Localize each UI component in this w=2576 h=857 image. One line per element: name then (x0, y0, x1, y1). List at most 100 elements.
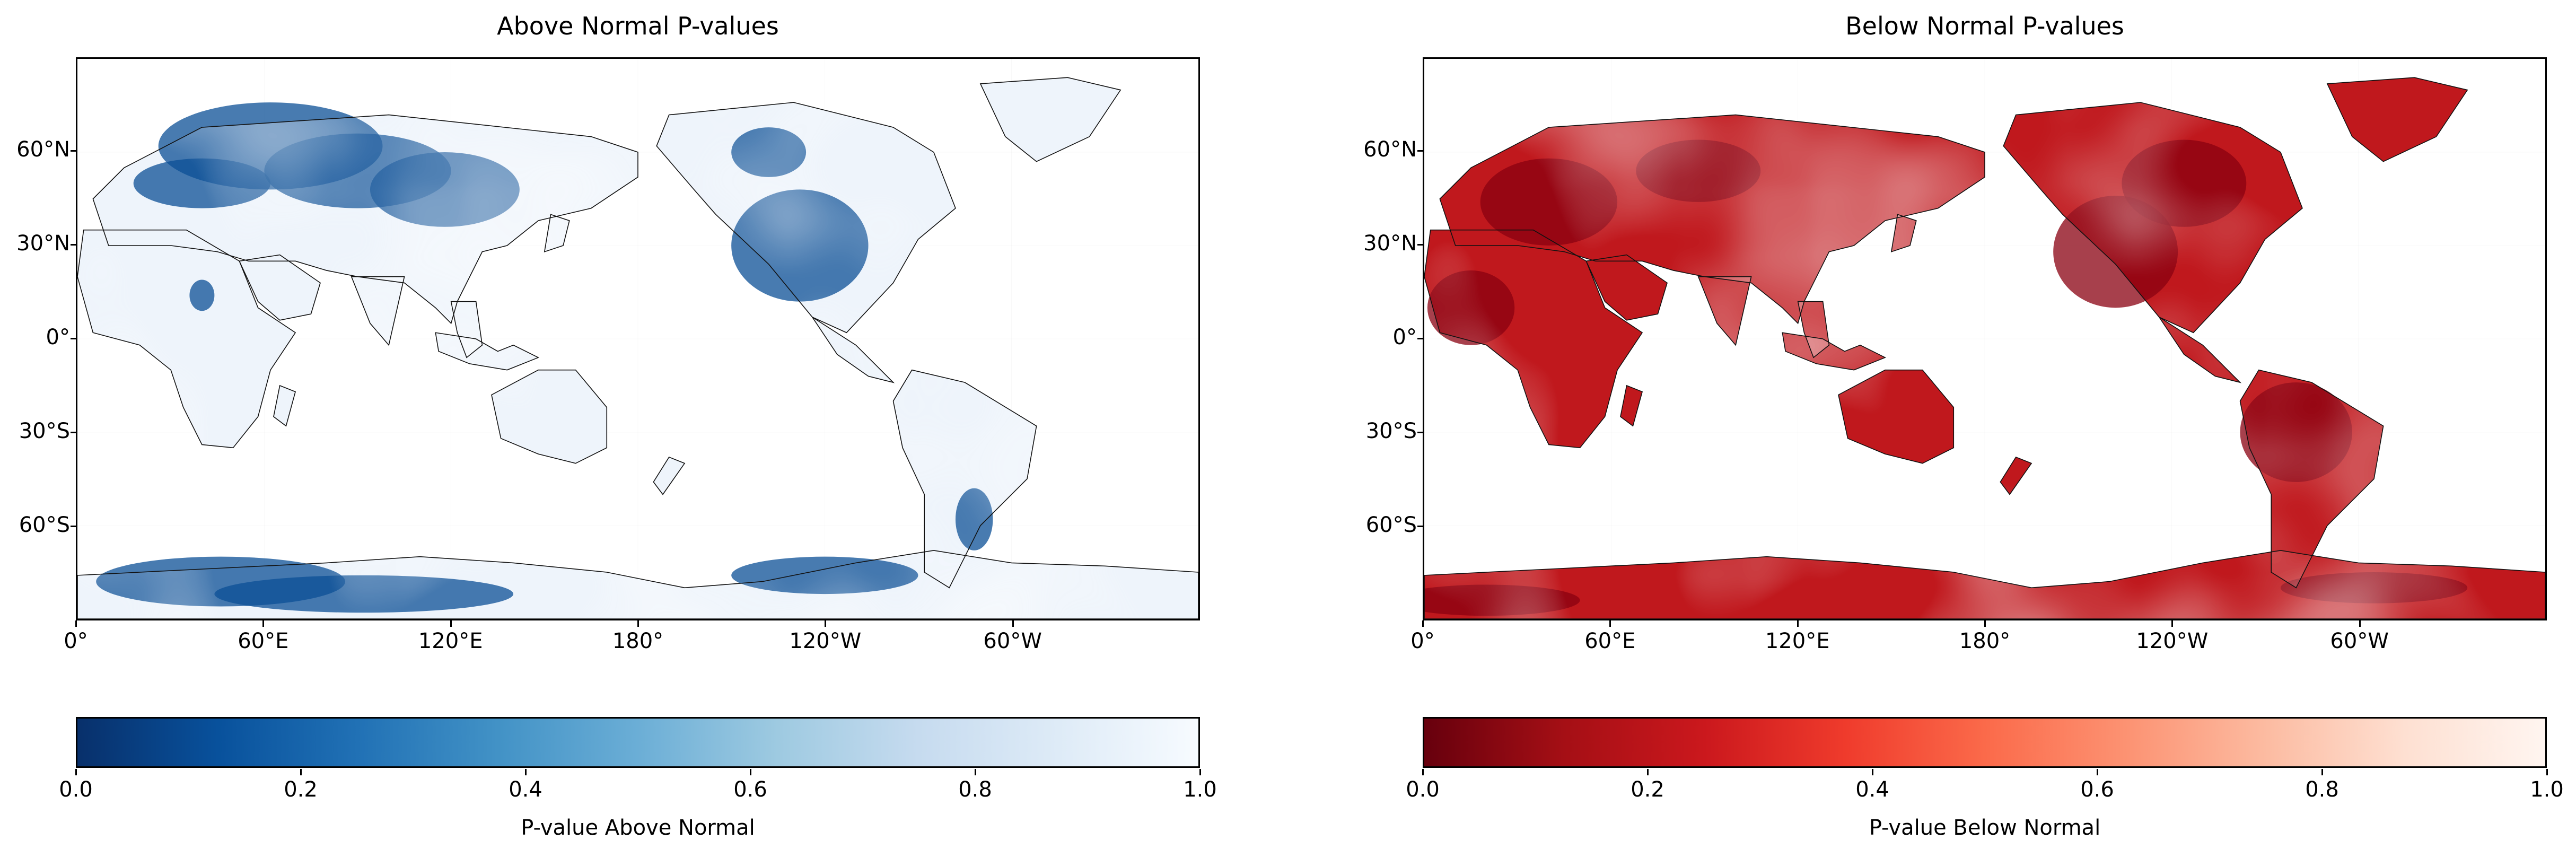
texture-arabia (1586, 255, 1668, 320)
map-svg (77, 59, 1198, 619)
texture-central-america (812, 317, 893, 383)
coastline-indonesia (435, 333, 538, 370)
colorbar-tick-label: 0.8 (922, 769, 1028, 802)
texture-greenland (980, 77, 1121, 162)
coastline-japan (1891, 214, 1916, 251)
coastline-central-america (2159, 317, 2240, 382)
texture-indonesia (435, 333, 539, 370)
coastline-europe-asia (93, 115, 638, 323)
texture-europe-asia (1440, 115, 1985, 323)
latitude-tick-label: 60°N (0, 137, 76, 162)
colorbar-tick-label: 1.0 (2494, 769, 2576, 802)
latitude-tick-label: 30°S (1347, 419, 1423, 443)
coastline-japan (545, 214, 569, 251)
texture-madagascar (273, 386, 296, 426)
coastline-antarctica (77, 550, 1198, 619)
colorbar-tick-label: 0.6 (697, 769, 803, 802)
colorbar-label: P-value Above Normal (521, 816, 755, 840)
colorbar-tick-label: 1.0 (1147, 769, 1253, 802)
latitude-tick-label: 30°N (0, 231, 76, 256)
coastline-southeast-asia (451, 302, 483, 358)
coastline-new-zealand (653, 457, 685, 494)
texture-japan (1891, 214, 1916, 252)
colorbar-above-normal (76, 717, 1200, 768)
coastline-central-america (812, 317, 893, 382)
map-svg (1424, 59, 2545, 619)
texture-greenland (2327, 77, 2468, 162)
map-above-normal[interactable] (76, 57, 1200, 620)
panel-title: Below Normal P-values (1845, 12, 2124, 40)
longitude-tick-label: 120°E (398, 620, 504, 653)
coastline-india (352, 277, 405, 345)
colorbar-below-normal (1423, 717, 2547, 768)
texture-europe-asia (93, 115, 638, 323)
texture-australia (492, 370, 607, 464)
coastline-madagascar (1620, 386, 1642, 426)
longitude-tick-label: 120°W (2119, 620, 2225, 653)
latitude-tick-label: 30°S (0, 419, 76, 443)
coastline-africa (1424, 230, 1642, 448)
latitude-tick-label: 30°N (1347, 231, 1423, 256)
texture-africa (77, 230, 296, 448)
coastline-arabia (239, 255, 320, 320)
texture-arabia (239, 255, 321, 320)
texture-indonesia (1782, 333, 1886, 370)
coastline-north-america (656, 102, 956, 333)
texture-india (351, 276, 405, 345)
below-normal-panel: Below Normal P-values 60°N 30°N 0° 30°S 60°S… (1347, 0, 2576, 857)
longitude-tick-label: 60°W (2307, 620, 2413, 653)
coastline-arabia (1586, 255, 1667, 320)
coastline-southeast-asia (1798, 302, 1829, 358)
coastline-south-america (2240, 370, 2384, 588)
coastline-australia (1838, 370, 1953, 464)
coastline-antarctica (1424, 550, 2545, 619)
coastline-north-america (2003, 102, 2302, 333)
above-normal-panel: Above Normal P-values 60°N 30°N 0° 30°S 60°S… (0, 0, 1273, 857)
colorbar-tick-label: 0.6 (2044, 769, 2150, 802)
coastlines (1424, 77, 2545, 619)
longitude-tick-label: 60°E (1557, 620, 1663, 653)
colorbar-tick-label: 0.2 (248, 769, 354, 802)
longitude-tick-label: 60°W (960, 620, 1066, 653)
longitude-tick-label: 60°E (210, 620, 316, 653)
coastline-india (1698, 277, 1751, 345)
coastline-indonesia (1782, 333, 1885, 370)
texture-india (1698, 276, 1751, 345)
coastline-africa (77, 230, 295, 448)
texture-new-zealand (653, 457, 685, 495)
coastline-new-zealand (2000, 457, 2031, 494)
texture-new-zealand (2000, 457, 2032, 495)
texture-madagascar (1620, 386, 1643, 426)
longitude-tick-label: 120°W (772, 620, 878, 653)
longitude-tick-label: 120°E (1745, 620, 1851, 653)
map-below-normal[interactable] (1423, 57, 2547, 620)
latitude-tick-label: 0° (0, 325, 76, 349)
colorbar-tick-label: 0.2 (1594, 769, 1701, 802)
coastline-australia (492, 370, 607, 464)
texture-antarctica (77, 550, 1198, 619)
texture-japan (544, 214, 569, 252)
latitude-tick-label: 60°S (0, 513, 76, 537)
colorbar-tick-label: 0.4 (1819, 769, 1925, 802)
colorbar-tick-label: 0.0 (1370, 769, 1476, 802)
texture-south-america (2240, 370, 2384, 588)
longitude-tick-label: 180° (1932, 620, 2038, 653)
texture-africa (1424, 230, 1643, 448)
colorbar-tick-label: 0.8 (2269, 769, 2375, 802)
texture-antarctica (1424, 550, 2545, 619)
coastline-greenland (980, 77, 1120, 161)
texture-north-america (656, 102, 956, 333)
texture-overlay (77, 77, 1198, 619)
coastlines (77, 77, 1198, 619)
latitude-tick-label: 60°N (1347, 137, 1423, 162)
texture-central-america (2159, 317, 2240, 383)
texture-north-america (2003, 102, 2302, 333)
longitude-tick-label: 0° (1370, 620, 1476, 653)
panel-title: Above Normal P-values (497, 12, 779, 40)
colorbar-tick-label: 0.0 (23, 769, 129, 802)
texture-south-america (893, 370, 1037, 588)
texture-overlay (1424, 77, 2545, 619)
longitude-tick-label: 0° (23, 620, 129, 653)
coastline-greenland (2327, 77, 2467, 161)
texture-australia (1838, 370, 1954, 464)
